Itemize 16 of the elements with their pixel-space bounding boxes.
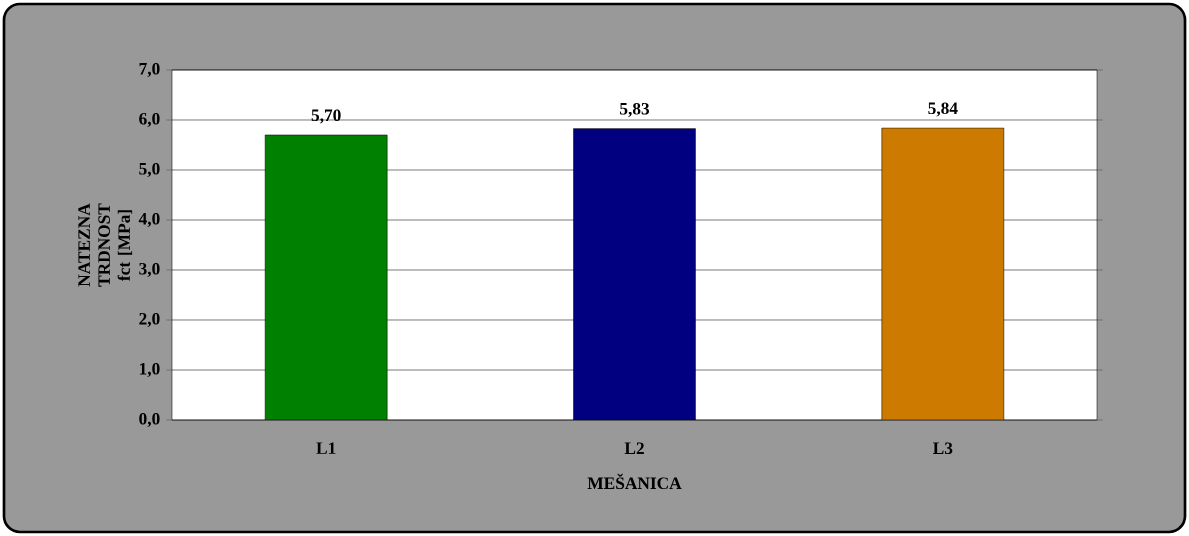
x-tick-label: L2 — [624, 442, 644, 454]
x-axis-title: MEŠANICA — [587, 473, 682, 490]
y-tick-label: 2,0 — [139, 312, 160, 328]
data-label: 5,70 — [311, 109, 341, 124]
y-tick-label: 1,0 — [139, 362, 160, 378]
x-tick-label: L3 — [933, 442, 953, 455]
y-tick-label: 7,0 — [139, 62, 160, 78]
x-tick-label: L1 — [316, 442, 336, 454]
y-tick-label: 6,0 — [139, 112, 160, 128]
y-tick-label: 5,0 — [139, 162, 160, 178]
y-tick-label: 3,0 — [139, 262, 160, 278]
data-label: 5,83 — [620, 102, 650, 118]
y-tick-label: 0,0 — [139, 412, 160, 428]
data-label: 5,84 — [928, 102, 958, 117]
y-axis-title: NATEZNA TRDNOST fct [MPa] — [78, 203, 133, 287]
y-tick-label: 4,0 — [138, 212, 160, 228]
